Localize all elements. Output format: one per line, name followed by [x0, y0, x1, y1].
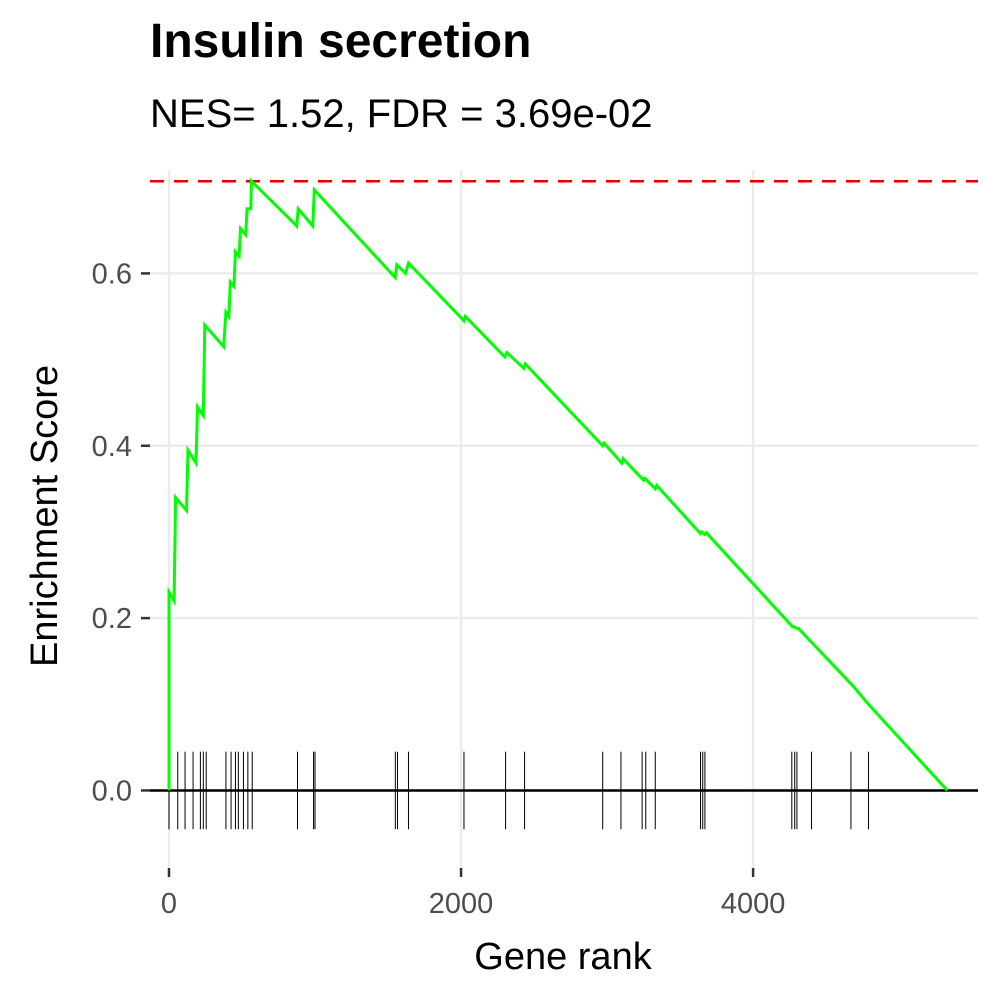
- y-tick-label: 0.4: [92, 431, 132, 463]
- x-tick-label: 4000: [721, 888, 786, 920]
- chart-subtitle: NES= 1.52, FDR = 3.69e-02: [150, 92, 653, 136]
- enrichment-score-line: [167, 177, 949, 792]
- running-score: [167, 177, 949, 792]
- x-tick-label: 2000: [429, 888, 494, 920]
- axes: 0.0 0.2 0.4 0.6 0 2000 4000: [92, 258, 786, 920]
- y-tick-label: 0.6: [92, 258, 132, 290]
- reference-lines: [150, 179, 978, 792]
- y-tick-label: 0.2: [92, 603, 132, 635]
- chart-title: Insulin secretion: [150, 15, 532, 68]
- y-axis-title: Enrichment Score: [24, 365, 66, 667]
- x-tick-label: 0: [161, 888, 177, 920]
- grid-lines: [150, 170, 978, 868]
- y-tick-label: 0.0: [92, 775, 132, 807]
- x-axis-title: Gene rank: [474, 936, 652, 978]
